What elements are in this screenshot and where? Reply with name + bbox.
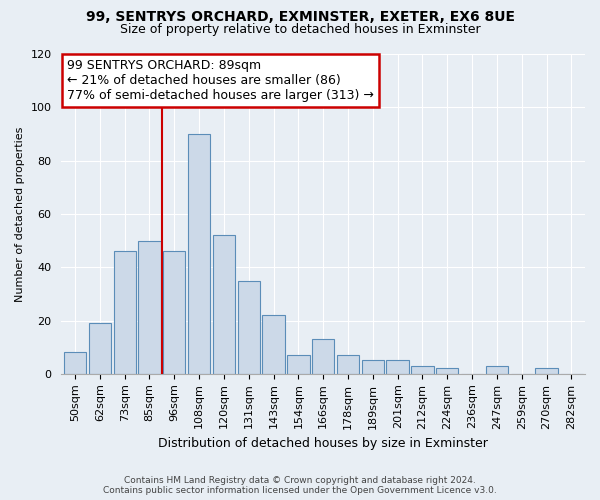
Bar <box>113 251 136 374</box>
Bar <box>262 315 285 374</box>
Bar <box>188 134 210 374</box>
Y-axis label: Number of detached properties: Number of detached properties <box>15 126 25 302</box>
Bar <box>213 235 235 374</box>
Bar <box>163 251 185 374</box>
Text: Size of property relative to detached houses in Exminster: Size of property relative to detached ho… <box>119 22 481 36</box>
Text: 99 SENTRYS ORCHARD: 89sqm
← 21% of detached houses are smaller (86)
77% of semi-: 99 SENTRYS ORCHARD: 89sqm ← 21% of detac… <box>67 59 374 102</box>
Bar <box>312 339 334 374</box>
Text: Contains HM Land Registry data © Crown copyright and database right 2024.
Contai: Contains HM Land Registry data © Crown c… <box>103 476 497 495</box>
Bar <box>362 360 384 374</box>
Bar <box>535 368 558 374</box>
Bar <box>436 368 458 374</box>
Bar <box>411 366 434 374</box>
Bar <box>486 366 508 374</box>
Bar <box>287 355 310 374</box>
Bar <box>238 280 260 374</box>
Bar <box>386 360 409 374</box>
Bar <box>139 240 161 374</box>
Text: 99, SENTRYS ORCHARD, EXMINSTER, EXETER, EX6 8UE: 99, SENTRYS ORCHARD, EXMINSTER, EXETER, … <box>86 10 515 24</box>
Bar <box>89 323 111 374</box>
X-axis label: Distribution of detached houses by size in Exminster: Distribution of detached houses by size … <box>158 437 488 450</box>
Bar <box>337 355 359 374</box>
Bar <box>64 352 86 374</box>
